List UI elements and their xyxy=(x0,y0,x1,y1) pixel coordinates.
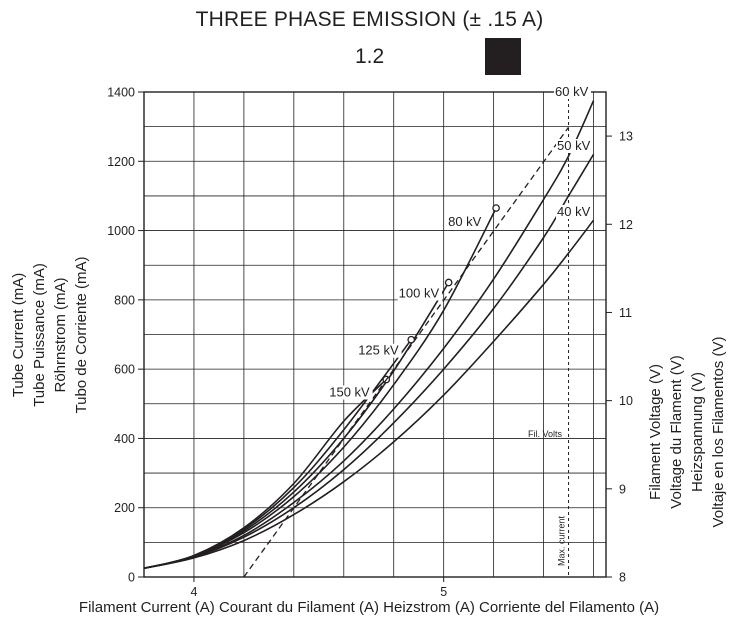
y2-tick-label: 8 xyxy=(619,571,626,585)
curve-60-kv xyxy=(143,100,595,570)
x-tick-label: 4 xyxy=(190,585,197,599)
curve-50-kv xyxy=(143,153,595,570)
y-tick-label: 1200 xyxy=(107,155,135,169)
curve-label-bg xyxy=(556,205,593,219)
y-axis-label-left-1: Tube Current (mA) xyxy=(10,273,27,397)
y-axis-label-right-4: Voltaje en los Filamentos (V) xyxy=(710,337,727,528)
curve-label-150-kv: 150 kV xyxy=(329,385,370,400)
fil-volts-label: Fil. Volts xyxy=(528,429,563,439)
y2-tick-label: 13 xyxy=(619,130,633,144)
y-tick-label: 600 xyxy=(114,363,135,377)
y-tick-label: 400 xyxy=(114,432,135,446)
black-square-mark xyxy=(485,38,521,75)
grid xyxy=(143,91,607,578)
curve-label-bg xyxy=(556,139,593,153)
x-axis-label: Filament Current (A) Courant du Filament… xyxy=(79,599,659,616)
y2-tick-label: 11 xyxy=(619,306,632,320)
curve-label-50-kv: 50 kV xyxy=(557,138,591,153)
ticks: 0 200 400 600 800 1000 1200 1400 8 9 10 11 12 13 4 5 xyxy=(107,86,633,600)
curve-label-40-kv: 40 kV xyxy=(557,204,591,219)
y-axis-label-left-4: Tubo de Corriente (mA) xyxy=(73,256,90,413)
plot-frame xyxy=(143,91,607,578)
y-axis-label-right-3: Heizspannung (V) xyxy=(689,372,706,492)
curve-label-125-kv: 125 kV xyxy=(358,343,399,358)
y-tick-label: 800 xyxy=(114,293,135,307)
curve-label-bg xyxy=(447,215,485,230)
y-axis-label-right-1: Filament Voltage (V) xyxy=(647,364,664,500)
y-tick-label: 1000 xyxy=(107,224,135,238)
y-axis-label-right-2: Voltage du Flament (V) xyxy=(668,355,685,508)
curves xyxy=(143,92,595,578)
labels: 60 kV 50 kV 40 kV 80 kV 100 kV 125 kV 150 kV Fi… xyxy=(10,84,727,616)
y2-tick-label: 12 xyxy=(619,218,633,232)
y-axis-label-left-2: Tube Puissance (mA) xyxy=(31,263,48,407)
curve-label-60-kv: 60 kV xyxy=(555,84,589,99)
end-marker-125-kv xyxy=(407,335,416,344)
end-marker-80-kv xyxy=(492,204,500,212)
chart-title: THREE PHASE EMISSION (± .15 A) xyxy=(195,8,544,31)
curve-label-80-kv: 80 kV xyxy=(448,214,482,229)
fil-volts-line xyxy=(243,126,570,578)
curve-label-bg xyxy=(328,385,373,400)
y2-tick-label: 10 xyxy=(619,394,633,408)
y2-tick-label: 9 xyxy=(619,482,626,496)
y-axis-label-left-3: Röhrnstrom (mA) xyxy=(52,277,69,392)
curve-label-bg xyxy=(554,85,591,99)
curve-40-kv xyxy=(143,219,595,570)
curve-125-kv xyxy=(143,339,412,570)
curve-label-bg xyxy=(357,343,402,358)
curve-150-kv xyxy=(143,378,387,570)
curve-label-100-kv: 100 kV xyxy=(399,286,440,301)
x-tick-label: 5 xyxy=(440,585,447,599)
max-current-label: Max. current xyxy=(557,515,567,566)
y-tick-label: 200 xyxy=(114,501,135,515)
curve-100-kv xyxy=(143,282,450,570)
end-marker-100-kv xyxy=(444,278,453,287)
curve-label-bg xyxy=(397,286,443,301)
y-tick-label: 0 xyxy=(128,571,135,585)
chart-subtitle: 1.2 xyxy=(355,45,385,68)
y-tick-label: 1400 xyxy=(107,86,135,100)
